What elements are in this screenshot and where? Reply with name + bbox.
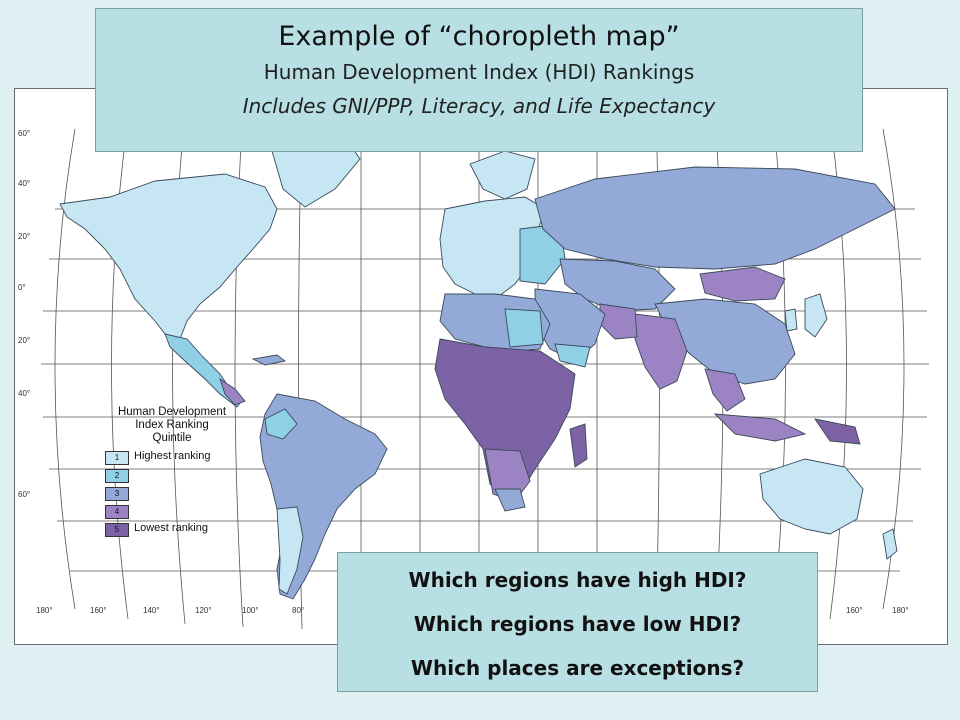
latitude-label: 60° [18, 490, 31, 499]
legend-item: 3 [92, 485, 252, 503]
questions-box: Which regions have high HDI? Which regio… [337, 552, 818, 692]
longitude-label: 120° [195, 606, 212, 615]
longitude-label: 180° [36, 606, 53, 615]
longitude-label: 160° [90, 606, 107, 615]
legend-item: 2 [92, 467, 252, 485]
countries [59, 136, 898, 600]
legend-item: 5 Lowest ranking [92, 521, 252, 539]
legend-item: 4 [92, 503, 252, 521]
map-graphic [41, 108, 929, 630]
legend-title-line: Human Development [117, 406, 227, 418]
latitude-label: 20° [18, 336, 31, 345]
longitude-label: 80° [292, 606, 305, 615]
legend-title: Human Development Index Ranking Quintile [92, 406, 252, 445]
legend-swatch: 5 [105, 523, 129, 537]
legend-label: Lowest ranking [134, 522, 208, 534]
latitude-label: 40° [18, 389, 31, 398]
latitude-label: 0° [18, 283, 26, 292]
slide-title: Example of “choropleth map” [278, 21, 680, 52]
title-box: Example of “choropleth map” Human Develo… [95, 8, 863, 152]
legend-label: Highest ranking [134, 450, 211, 462]
longitude-label: 140° [143, 606, 160, 615]
legend-title-line: Index Ranking [135, 419, 209, 431]
legend-item: 1 Highest ranking [92, 449, 252, 467]
latitude-label: 20° [18, 232, 31, 241]
slide-note: Includes GNI/PPP, Literacy, and Life Exp… [242, 94, 716, 118]
question-item: Which places are exceptions? [410, 656, 745, 680]
legend-title-line: Quintile [152, 432, 192, 444]
question-item: Which regions have low HDI? [413, 612, 742, 636]
longitude-label: 100° [242, 606, 259, 615]
longitude-label: 180° [892, 606, 909, 615]
question-item: Which regions have high HDI? [408, 568, 747, 592]
latitude-label: 40° [18, 179, 31, 188]
legend-swatch: 1 [105, 451, 129, 465]
map-legend: Human Development Index Ranking Quintile… [92, 406, 252, 539]
legend-swatch: 2 [105, 469, 129, 483]
longitude-label: 160° [846, 606, 863, 615]
legend-swatch: 4 [105, 505, 129, 519]
latitude-label: 60° [18, 129, 31, 138]
legend-swatch: 3 [105, 487, 129, 501]
slide-subtitle: Human Development Index (HDI) Rankings [263, 60, 695, 84]
